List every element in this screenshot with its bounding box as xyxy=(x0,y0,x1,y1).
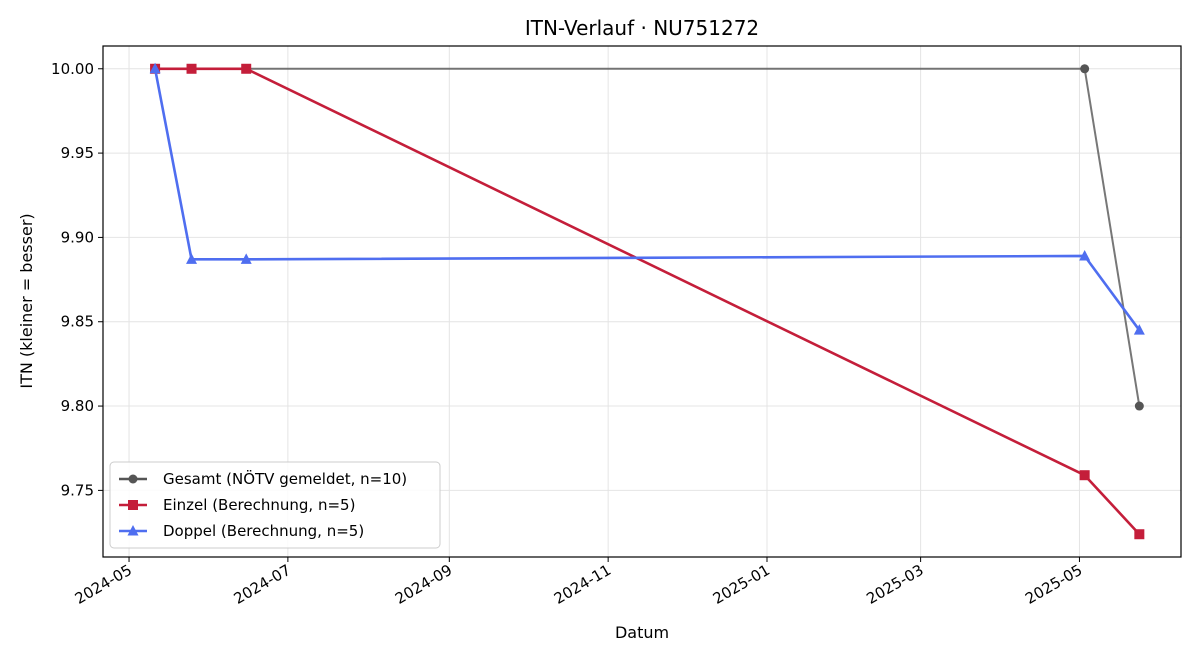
data-point xyxy=(240,253,252,264)
series-line xyxy=(153,68,1141,331)
legend-marker xyxy=(127,525,139,536)
legend-label: Einzel (Berechnung, n=5) xyxy=(163,496,355,514)
y-axis-title: ITN (kleiner = besser) xyxy=(17,213,36,388)
y-tick-label: 9.85 xyxy=(61,313,94,331)
data-point xyxy=(186,63,197,74)
y-tick-label: 9.90 xyxy=(61,228,94,246)
legend-label: Gesamt (NÖTV gemeldet, n=10) xyxy=(163,469,407,488)
legend-item: Einzel (Berechnung, n=5) xyxy=(119,496,355,514)
y-tick-label: 9.75 xyxy=(61,481,94,499)
x-tick-label: 2024-05 xyxy=(72,561,135,608)
legend: Gesamt (NÖTV gemeldet, n=10) Einzel (Bere… xyxy=(109,461,441,549)
data-point xyxy=(1080,64,1090,74)
data-point xyxy=(241,63,252,74)
data-point xyxy=(1134,401,1144,411)
plot-frame xyxy=(102,45,1182,558)
x-tick-label: 2025-01 xyxy=(710,561,773,608)
y-tick-label: 9.95 xyxy=(61,144,94,162)
legend-item: Gesamt (NÖTV gemeldet, n=10) xyxy=(119,469,407,488)
legend-marker xyxy=(128,500,138,510)
legend-item: Doppel (Berechnung, n=5) xyxy=(119,522,364,540)
y-tick-label: 10.00 xyxy=(51,60,94,78)
x-tick-label: 2024-07 xyxy=(231,561,294,608)
legend-box xyxy=(109,461,441,549)
data-point xyxy=(1133,324,1145,335)
data-point xyxy=(1079,470,1090,481)
x-tick-label: 2024-11 xyxy=(551,561,614,608)
x-axis-title: Datum xyxy=(615,623,669,642)
x-tick-label: 2025-05 xyxy=(1022,561,1085,608)
chart-title: ITN-Verlauf · NU751272 xyxy=(525,16,759,40)
plot-series xyxy=(149,62,1145,540)
y-tick-label: 9.80 xyxy=(61,397,94,415)
data-point xyxy=(1079,249,1091,261)
series-3 xyxy=(149,62,1145,335)
x-tick-label: 2024-09 xyxy=(392,561,455,608)
legend-marker xyxy=(128,474,138,484)
x-tick-label: 2025-03 xyxy=(863,561,926,608)
legend-label: Doppel (Berechnung, n=5) xyxy=(163,522,364,540)
data-point xyxy=(1134,529,1145,540)
data-point xyxy=(149,62,161,74)
data-point xyxy=(186,253,198,264)
